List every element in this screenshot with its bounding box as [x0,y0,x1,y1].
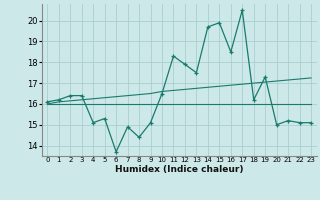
X-axis label: Humidex (Indice chaleur): Humidex (Indice chaleur) [115,165,244,174]
